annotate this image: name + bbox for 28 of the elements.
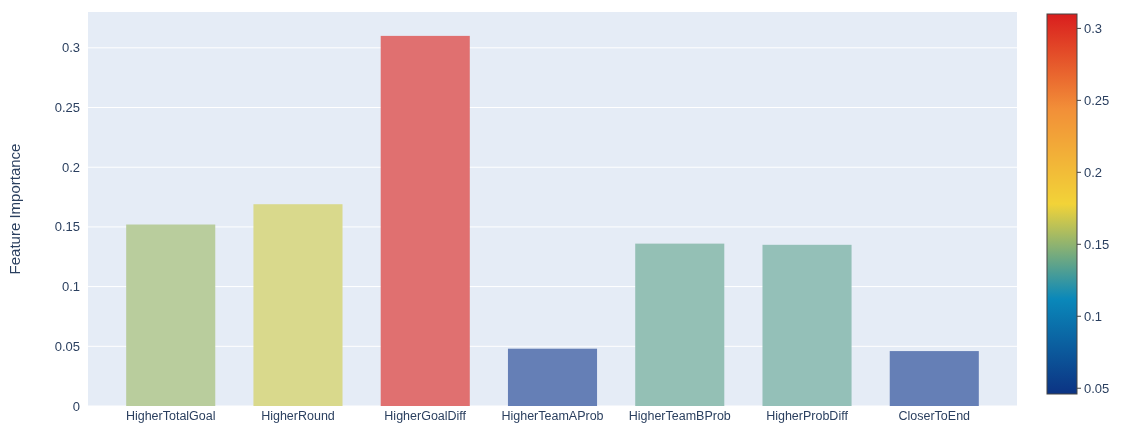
x-tick-label: CloserToEnd <box>898 409 971 423</box>
y-tick-label: 0 <box>72 398 80 414</box>
x-tick-label: HigherRound <box>261 409 335 423</box>
x-tick-label: HigherTeamAProb <box>501 409 604 423</box>
bar <box>126 224 216 406</box>
y-axis-title: Feature Importance <box>6 143 23 275</box>
x-tick-label: HigherGoalDiff <box>384 409 467 423</box>
color-bar-label: 0.1 <box>1084 308 1103 324</box>
x-tick-label: HigherTeamBProb <box>628 409 731 423</box>
bar <box>380 35 470 406</box>
y-tick-label: 0.15 <box>54 219 80 235</box>
color-bar-label: 0.2 <box>1084 164 1103 180</box>
y-tick-label: 0.1 <box>61 279 80 295</box>
bar <box>889 351 979 406</box>
y-tick-label: 0.2 <box>61 159 80 175</box>
bar <box>635 243 725 406</box>
bar <box>253 204 343 406</box>
color-bar-label: 0.3 <box>1084 20 1103 36</box>
y-tick-label: 0.05 <box>54 338 80 354</box>
color-bar-label: 0.05 <box>1084 380 1110 396</box>
bar <box>507 348 598 406</box>
x-tick-label: HigherTotalGoal <box>125 409 216 423</box>
y-tick-label: 0.3 <box>61 40 80 56</box>
x-tick-label: HigherProbDiff <box>766 409 849 423</box>
color-bar-label: 0.15 <box>1084 236 1110 252</box>
color-bar-label: 0.25 <box>1084 92 1110 108</box>
y-tick-label: 0.25 <box>54 100 80 116</box>
bar <box>762 244 852 406</box>
